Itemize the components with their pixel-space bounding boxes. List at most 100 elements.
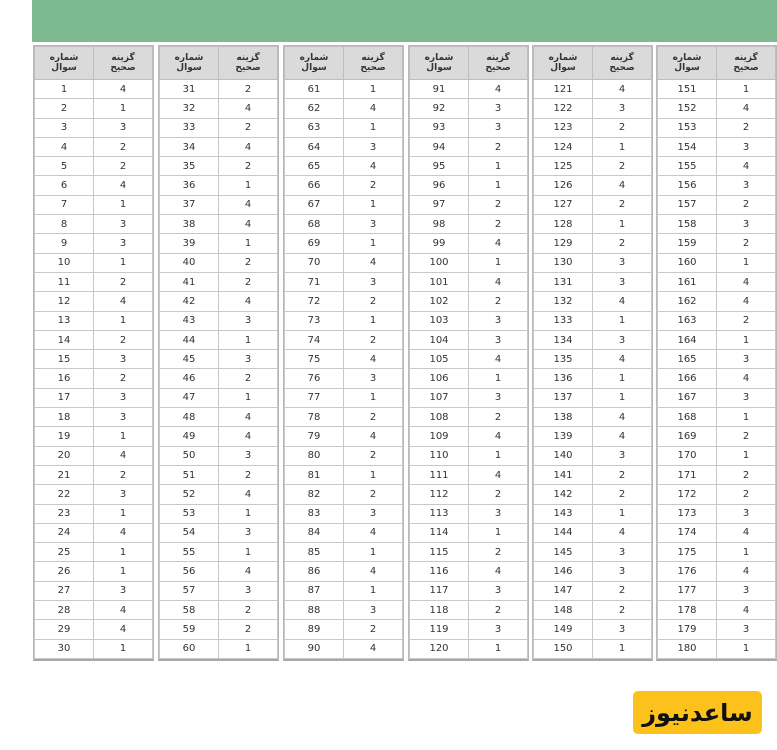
table-row: 66 2	[284, 175, 403, 196]
header-line: سوال	[674, 63, 700, 73]
table-row: 136 1	[533, 368, 652, 389]
question-number: 52	[159, 484, 219, 505]
question-number: 62	[284, 98, 344, 119]
question-number: 20	[34, 445, 94, 466]
correct-answer: 4	[592, 349, 652, 370]
correct-answer: 2	[716, 464, 776, 486]
question-number: 155	[657, 156, 717, 177]
header-question-number: شماره سوال	[409, 46, 469, 80]
table-row: 135 4	[533, 349, 652, 370]
correct-answer: 3	[93, 214, 153, 235]
table-row: 176 4	[657, 561, 776, 582]
correct-answer: 3	[93, 580, 153, 602]
correct-answer: 4	[343, 156, 403, 177]
table-row: 143 1	[533, 503, 652, 524]
correct-answer: 4	[218, 214, 278, 235]
question-number: 115	[409, 542, 469, 563]
table-row: 100 1	[409, 252, 528, 273]
correct-answer: 3	[592, 98, 652, 119]
correct-answer: 3	[93, 233, 153, 254]
question-number: 126	[533, 175, 593, 196]
correct-answer: 3	[468, 310, 528, 331]
answer-table: شماره سوال گزینه صحیح 121 4 122 3 123 2 124 1 125 2 12…	[532, 45, 653, 661]
question-number: 25	[34, 542, 94, 563]
header-line: سوال	[426, 63, 452, 73]
table-row: 19 1	[34, 426, 153, 447]
table-row: 83 3	[284, 503, 403, 524]
table-row: 56 4	[159, 561, 278, 582]
table-row: 124 1	[533, 136, 652, 158]
question-number: 176	[657, 561, 717, 582]
question-number: 3	[34, 117, 94, 138]
question-number: 42	[159, 291, 219, 312]
table-row: 148 2	[533, 600, 652, 621]
table-row: 11 2	[34, 271, 153, 293]
correct-answer: 2	[468, 214, 528, 235]
correct-answer: 1	[716, 407, 776, 428]
table-row: 23 1	[34, 503, 153, 524]
correct-answer: 2	[343, 484, 403, 505]
question-number: 148	[533, 600, 593, 621]
table-row: 155 4	[657, 156, 776, 177]
correct-answer: 1	[343, 194, 403, 216]
question-number: 44	[159, 329, 219, 351]
question-number: 113	[409, 503, 469, 524]
question-number: 102	[409, 291, 469, 312]
correct-answer: 4	[218, 561, 278, 582]
table-row: 160 1	[657, 252, 776, 273]
header-correct-answer: گزینه صحیح	[343, 46, 403, 80]
table-row: 98 2	[409, 214, 528, 235]
correct-answer: 4	[218, 98, 278, 119]
question-number: 142	[533, 484, 593, 505]
table-row: 117 3	[409, 580, 528, 602]
table-row: 114 1	[409, 522, 528, 544]
question-number: 50	[159, 445, 219, 466]
table-row: 106 1	[409, 368, 528, 389]
table-row: 30 1	[34, 638, 153, 659]
correct-answer: 3	[93, 484, 153, 505]
correct-answer: 2	[343, 407, 403, 428]
question-number: 18	[34, 407, 94, 428]
correct-answer: 4	[716, 98, 776, 119]
correct-answer: 4	[343, 561, 403, 582]
table-row: 29 4	[34, 619, 153, 640]
question-number: 165	[657, 349, 717, 370]
correct-answer: 4	[218, 407, 278, 428]
table-row: 151 1	[657, 78, 776, 100]
table-row: 55 1	[159, 542, 278, 563]
table-row: 61 1	[284, 78, 403, 100]
correct-answer: 2	[592, 156, 652, 177]
question-number: 54	[159, 522, 219, 544]
question-number: 133	[533, 310, 593, 331]
table-row: 178 4	[657, 600, 776, 621]
question-number: 73	[284, 310, 344, 331]
question-number: 57	[159, 580, 219, 602]
correct-answer: 4	[218, 194, 278, 216]
table-row: 126 4	[533, 175, 652, 196]
table-row: 97 2	[409, 194, 528, 216]
question-number: 79	[284, 426, 344, 447]
table-row: 88 3	[284, 600, 403, 621]
saednews-logo: ساعدنیوز	[633, 691, 762, 734]
correct-answer: 2	[716, 484, 776, 505]
question-number: 64	[284, 136, 344, 158]
table-row: 156 3	[657, 175, 776, 196]
correct-answer: 3	[343, 503, 403, 524]
correct-answer: 1	[93, 426, 153, 447]
table-row: 68 3	[284, 214, 403, 235]
correct-answer: 2	[218, 78, 278, 100]
correct-answer: 1	[716, 78, 776, 100]
correct-answer: 3	[592, 445, 652, 466]
question-number: 110	[409, 445, 469, 466]
question-number: 175	[657, 542, 717, 563]
question-number: 118	[409, 600, 469, 621]
question-number: 169	[657, 426, 717, 447]
header-line: سوال	[301, 63, 327, 73]
table-row: 166 4	[657, 368, 776, 389]
table-row: 108 2	[409, 407, 528, 428]
table-row: 123 2	[533, 117, 652, 138]
correct-answer: 1	[93, 98, 153, 119]
question-number: 66	[284, 175, 344, 196]
correct-answer: 3	[93, 117, 153, 138]
question-number: 105	[409, 349, 469, 370]
